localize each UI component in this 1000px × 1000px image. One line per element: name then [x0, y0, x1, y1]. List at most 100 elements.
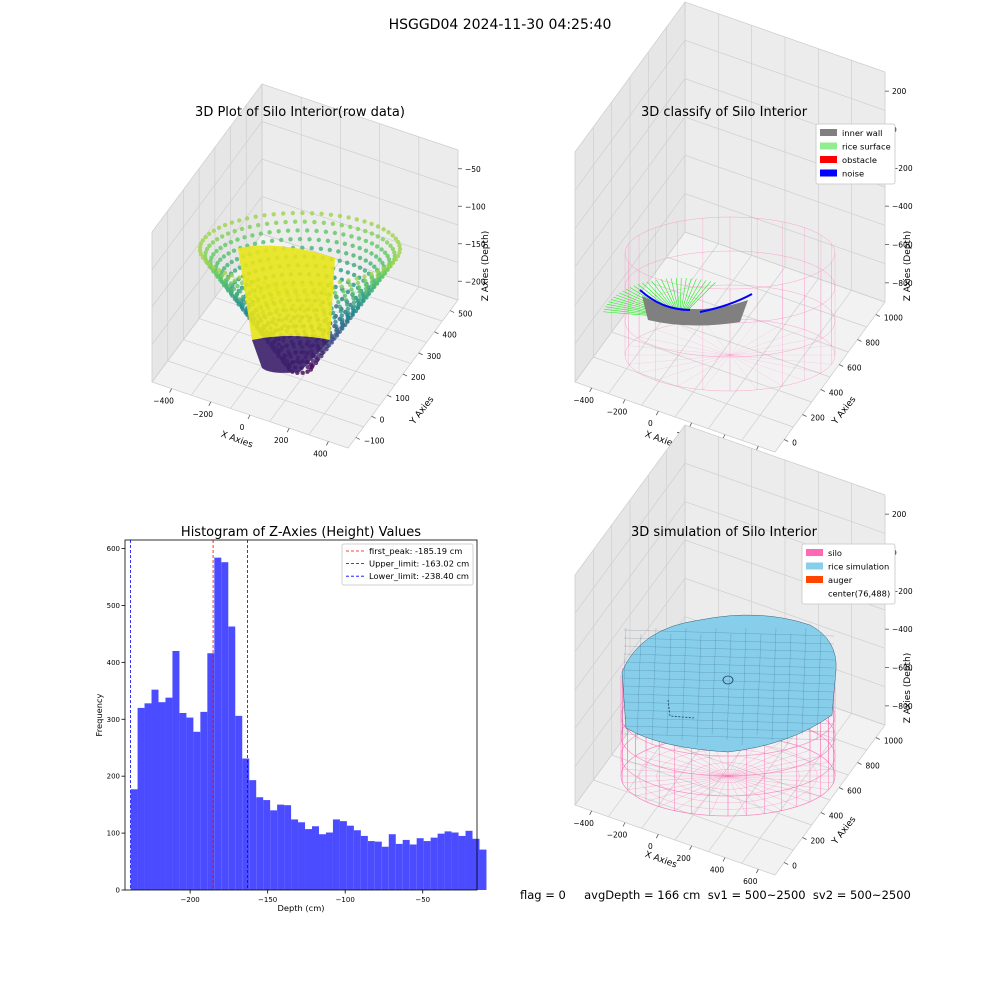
mesh-line	[651, 627, 657, 746]
x-tick-label: 600	[743, 877, 758, 886]
data-point	[379, 274, 384, 279]
data-point	[252, 241, 258, 246]
y-tick-label: 0	[792, 862, 797, 871]
legend-label: auger	[828, 575, 853, 585]
histogram-bar	[325, 832, 333, 890]
data-point	[211, 228, 216, 233]
data-point	[203, 234, 208, 240]
y-tick-label: 200	[411, 373, 426, 382]
data-point	[241, 302, 246, 308]
y-tick	[783, 862, 789, 865]
data-point	[351, 253, 356, 258]
silo-floor-ring	[709, 769, 747, 783]
data-point	[228, 240, 234, 245]
histogram-bar	[339, 821, 347, 890]
y-tick-label: 400	[829, 812, 844, 821]
data-point	[334, 324, 339, 329]
x-tick	[286, 428, 290, 433]
data-point	[207, 231, 212, 236]
data-point	[386, 263, 391, 268]
data-point	[363, 258, 368, 263]
data-point	[330, 221, 336, 226]
grid-line	[593, 779, 794, 851]
grid-line	[574, 231, 886, 383]
data-point	[390, 260, 395, 265]
histogram-bar	[374, 841, 382, 890]
silo-floor-ring	[692, 762, 764, 790]
x-tick-label: 400	[710, 866, 725, 875]
legend-swatch	[806, 562, 823, 570]
depth-surface	[238, 245, 335, 340]
legend-label: inner wall	[842, 128, 882, 138]
x-tick-label: 400	[313, 449, 328, 458]
legend-swatch	[820, 142, 837, 150]
data-point	[308, 367, 313, 372]
x-tick	[326, 441, 329, 446]
data-point	[211, 252, 216, 257]
plot-frame	[124, 539, 478, 891]
y-tick	[838, 787, 844, 790]
data-point	[351, 300, 357, 305]
data-point	[309, 211, 315, 216]
data-point	[337, 304, 342, 309]
mesh-line	[623, 645, 835, 653]
data-point	[346, 310, 351, 316]
histogram-bar	[332, 819, 340, 890]
data-point	[357, 289, 362, 294]
data-point	[300, 210, 305, 216]
data-point	[209, 255, 214, 260]
noise-points	[699, 293, 753, 313]
data-point	[339, 296, 345, 302]
x-tick	[755, 445, 759, 451]
data-point	[375, 277, 380, 282]
data-point	[380, 260, 385, 266]
legend-swatch	[806, 576, 823, 583]
data-point	[336, 249, 341, 254]
data-point	[235, 237, 240, 242]
z-tick-label: 200	[892, 510, 907, 519]
histogram-bar	[235, 715, 243, 890]
histogram-bar	[298, 822, 306, 890]
y-tick-label: 600	[107, 545, 120, 553]
panel-raw-3d: −400 −200 0 200 400 −100 0 100 200 300 400 500 −50 −1…	[151, 83, 491, 458]
data-point	[341, 289, 346, 294]
auger-outline	[667, 699, 695, 719]
y-tick	[434, 331, 439, 335]
data-point	[345, 306, 351, 312]
data-point	[377, 257, 382, 262]
data-point	[384, 240, 390, 245]
data-point	[228, 281, 234, 286]
data-point	[362, 294, 368, 299]
y-tick-label: 200	[811, 837, 826, 846]
data-point	[204, 246, 210, 252]
x-tick-label: −200	[181, 896, 200, 904]
data-point	[312, 219, 317, 225]
data-point	[234, 292, 240, 297]
data-point	[250, 233, 255, 238]
data-point	[332, 230, 338, 236]
chart-title: 3D classify of Silo Interior	[641, 105, 808, 120]
data-point	[375, 269, 381, 274]
data-point	[288, 237, 293, 242]
data-point	[222, 222, 228, 228]
z-tick-label: −800	[892, 279, 913, 288]
data-point	[223, 278, 228, 283]
data-point	[258, 231, 263, 236]
mesh-line	[801, 627, 807, 736]
data-point	[354, 276, 359, 281]
data-point	[348, 302, 353, 308]
histogram-bar	[249, 780, 257, 890]
x-tick-label: 0	[648, 842, 653, 851]
histogram-bar	[381, 846, 389, 890]
data-point	[232, 228, 237, 234]
mesh-line	[636, 633, 642, 741]
data-point	[380, 237, 386, 242]
data-point	[221, 254, 227, 259]
data-point	[349, 287, 354, 292]
data-point	[215, 260, 220, 266]
histogram-bar	[402, 839, 410, 890]
histogram-bar	[346, 825, 354, 890]
mesh-line	[786, 633, 792, 746]
data-point	[344, 298, 349, 303]
x-tick-label: −200	[607, 831, 628, 840]
